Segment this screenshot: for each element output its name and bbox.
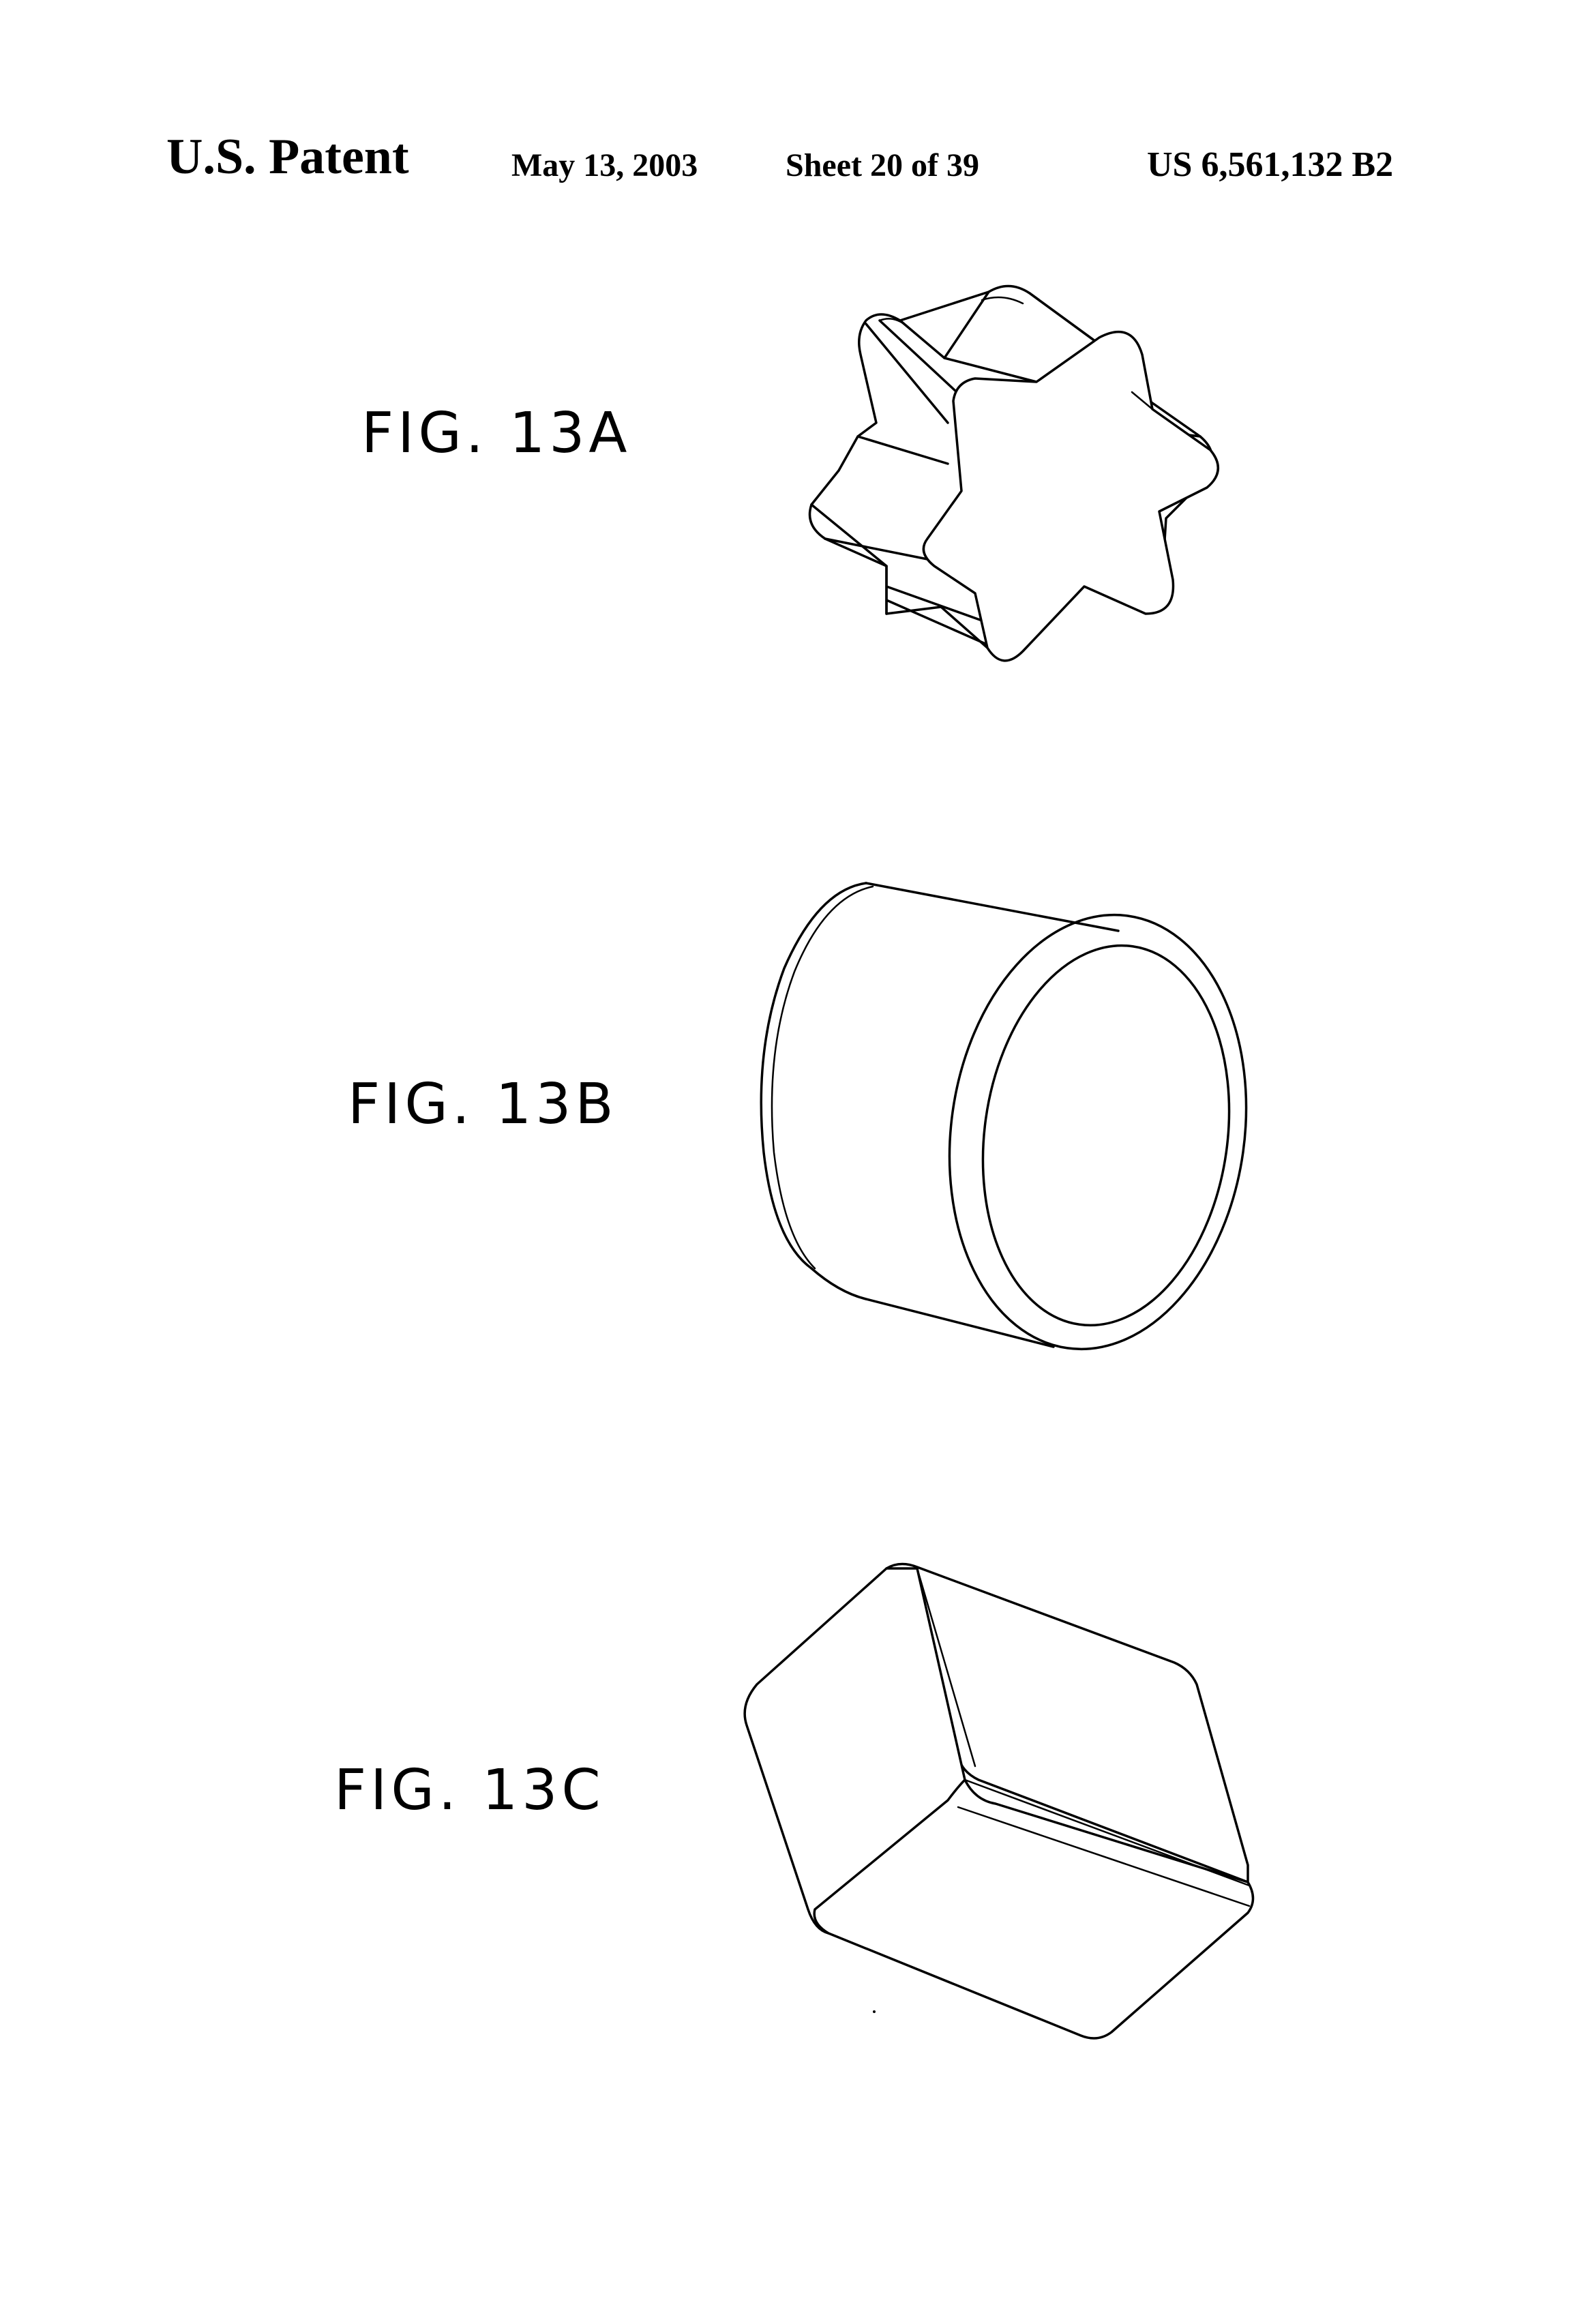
cylinder-front-outer-ring xyxy=(923,895,1274,1369)
scan-speck xyxy=(873,2010,876,2013)
cylinder-top-edge xyxy=(866,883,1118,931)
cylinder-back-rim xyxy=(761,883,866,1268)
star-prism-drawing xyxy=(810,286,1219,660)
cylinder-bottom-edge xyxy=(811,1268,1054,1347)
cylinder-drawing xyxy=(761,883,1273,1369)
cylinder-front-inner-ring xyxy=(959,929,1253,1341)
cylinder-back-rim-inner xyxy=(772,887,873,1268)
star-prism-front-face xyxy=(923,332,1218,661)
block-drawing xyxy=(745,1564,1253,2038)
